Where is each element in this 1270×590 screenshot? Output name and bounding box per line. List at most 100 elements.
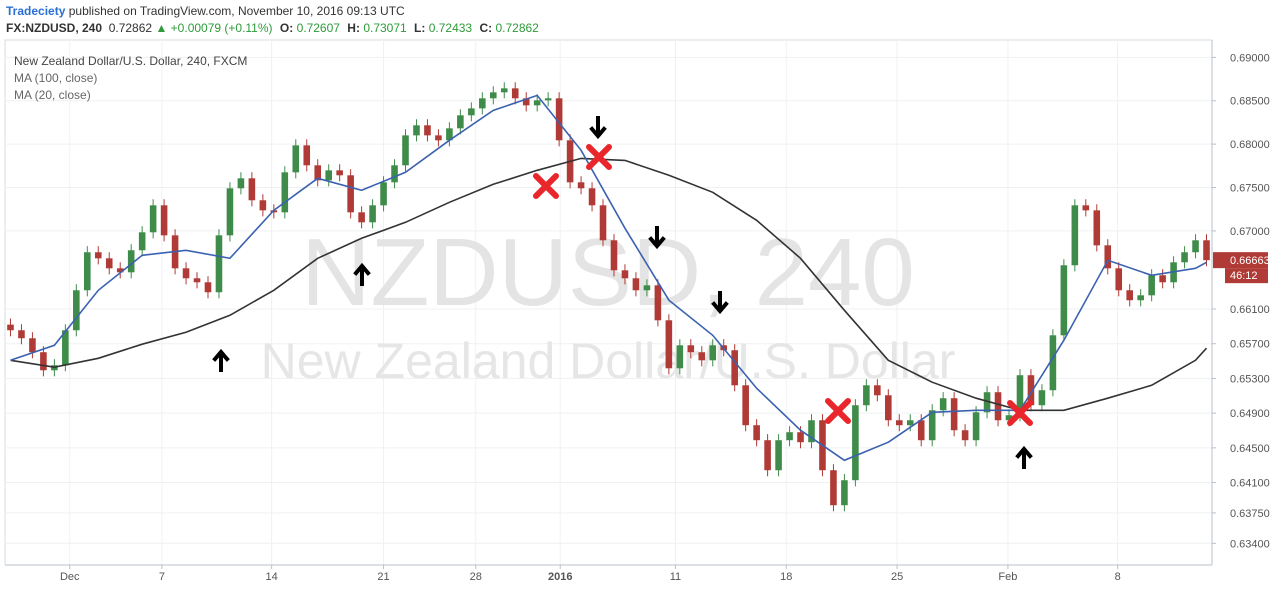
change: +0.00079 (+0.11%)	[170, 21, 273, 35]
x-tick-label: 2016	[548, 571, 572, 583]
candle-body	[764, 440, 771, 471]
y-tick-label: 0.66100	[1230, 304, 1270, 316]
candle-body	[885, 395, 892, 421]
candle-body	[950, 398, 958, 431]
last-price-box	[1213, 252, 1268, 269]
candle-body	[1016, 375, 1024, 416]
candle-body	[149, 205, 157, 233]
y-tick-label: 0.68000	[1230, 139, 1270, 151]
y-tick-label: 0.64100	[1230, 478, 1270, 490]
candle-body	[402, 135, 409, 166]
candle-body	[94, 252, 102, 259]
published: published on TradingView.com, November 1…	[68, 4, 405, 18]
x-tick-label: 28	[470, 571, 482, 583]
candle-body	[226, 188, 234, 236]
candle-body	[939, 398, 947, 411]
candle-body	[1181, 252, 1188, 263]
candle-body	[380, 182, 387, 206]
moving-average-line	[10, 157, 1208, 412]
x-tick-label: 11	[670, 571, 681, 583]
candle-body	[40, 352, 47, 371]
legend-entry: MA (20, close)	[14, 88, 91, 102]
y-tick-label: 0.65700	[1230, 339, 1270, 351]
candle-body	[917, 420, 925, 441]
candle-body	[775, 440, 782, 471]
candle-body	[160, 205, 168, 236]
candle-body	[1082, 205, 1090, 211]
watermark: NZDUSD, 240	[301, 219, 915, 326]
candle-body	[248, 178, 256, 201]
candle-body	[654, 285, 662, 321]
down-arrow	[648, 226, 666, 250]
candle-body	[599, 205, 607, 241]
candle-body	[358, 212, 365, 223]
legend: MA (100, close) MA (20, close)	[14, 71, 97, 102]
x-tick-label: 7	[159, 571, 165, 583]
legend-entry: MA (100, close)	[14, 71, 97, 85]
y-tick-label: 0.67000	[1230, 226, 1270, 238]
candle-body	[259, 200, 267, 211]
candle-body	[1060, 265, 1068, 336]
header: Tradeciety published on TradingView.com,…	[6, 3, 539, 37]
symbol: FX:NZDUSD, 240	[6, 21, 103, 35]
candle-body	[983, 392, 991, 413]
x-tick-label: 18	[780, 571, 792, 583]
y-tick-label: 0.63750	[1230, 508, 1270, 520]
candle-body	[1159, 275, 1166, 283]
candle-body	[73, 290, 80, 331]
y-tick-label: 0.68500	[1230, 96, 1270, 108]
candle-body	[413, 125, 420, 136]
up-triangle: ▲	[155, 21, 168, 35]
candle-body	[1126, 290, 1133, 301]
candle-body	[29, 338, 36, 353]
ohlc-label: O:	[279, 21, 294, 35]
candle-body	[808, 420, 815, 443]
y-tick-label: 0.63400	[1230, 538, 1270, 550]
moving-average-line	[10, 94, 1207, 462]
candle-body	[62, 330, 69, 366]
quote-line: FX:NZDUSD, 240 0.72862 ▲ +0.00079 (+0.11…	[6, 20, 539, 37]
ohlc: O: 0.72607 H: 0.73071 L: 0.72433 C: 0.72…	[276, 21, 539, 35]
candle-body	[489, 92, 497, 99]
candle-body	[1038, 390, 1046, 406]
candle-body	[577, 182, 585, 189]
price: 0.72862	[108, 21, 153, 35]
candle-body	[994, 392, 1002, 421]
candle-body	[906, 420, 914, 426]
last-price-label: 0.66663	[1230, 255, 1270, 267]
candle-body	[105, 258, 113, 269]
candle-body	[1137, 295, 1144, 301]
x-tick-label: Dec	[60, 571, 80, 583]
candle-body	[731, 350, 738, 386]
candle-body	[215, 235, 223, 293]
ohlc-value: 0.73071	[363, 21, 407, 35]
y-tick-label: 0.64900	[1230, 408, 1270, 420]
candle-body	[709, 345, 717, 361]
x-tick-label: Feb	[998, 571, 1017, 583]
candle-body	[511, 88, 519, 99]
candle-body	[555, 98, 563, 141]
ohlc-value: 0.72607	[296, 21, 340, 35]
x-tick-label: 21	[377, 571, 389, 583]
candle-body	[643, 285, 651, 291]
candle-body	[182, 268, 190, 279]
ohlc-label: H:	[347, 21, 360, 35]
y-tick-label: 0.67500	[1230, 183, 1270, 195]
ohlc-value: 0.72433	[428, 21, 473, 35]
candle-body	[972, 412, 980, 441]
candle-body	[698, 352, 706, 361]
plot-area	[4, 39, 1213, 566]
candle-body	[676, 345, 684, 369]
candle-body	[1148, 275, 1155, 296]
watermark-subtitle: New Zealand Dollar/U.S. Dollar	[261, 333, 956, 389]
ohlc-label: L:	[414, 21, 426, 35]
candle-body	[457, 115, 464, 129]
candle-body	[687, 345, 695, 353]
down-arrow	[711, 291, 729, 315]
candle-body	[588, 188, 596, 206]
candle-body	[928, 410, 936, 441]
candle-body	[336, 170, 343, 176]
header-line: Tradeciety published on TradingView.com,…	[6, 3, 539, 20]
up-arrow	[1015, 445, 1033, 469]
